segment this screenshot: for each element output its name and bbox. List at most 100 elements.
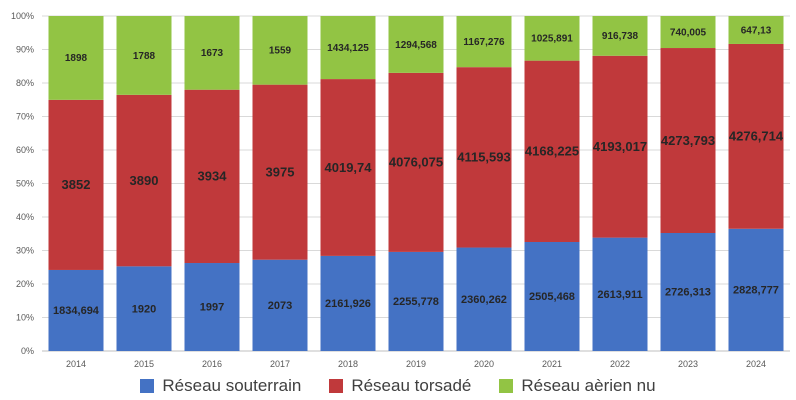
- data-label: 1920: [132, 303, 156, 315]
- legend-item-souterrain: Réseau souterrain: [140, 376, 301, 396]
- data-label: 1559: [269, 46, 292, 57]
- stacked-bar-chart: 1834,694 3852 1898 1920 3890 1788 1997 3934 1673…: [11, 11, 790, 369]
- data-label: 2505,468: [529, 291, 575, 303]
- data-label: 3975: [266, 165, 295, 180]
- data-label: 3890: [130, 173, 159, 188]
- data-label: 4276,714: [729, 129, 784, 144]
- bar-segment-torsade: [252, 84, 308, 260]
- legend-item-aerien: Réseau aèrien nu: [499, 376, 656, 396]
- data-label: 1834,694: [53, 305, 100, 317]
- bar-segment-torsade: [592, 55, 648, 238]
- bar-segment-aerien: [184, 16, 240, 90]
- bar-segment-souterrain: [116, 266, 172, 351]
- bar-segment-aerien: [252, 16, 308, 85]
- x-tick-label: 2021: [542, 359, 562, 369]
- bar-segment-souterrain: [388, 251, 444, 351]
- y-tick-label: 0%: [21, 346, 34, 356]
- x-tick-label: 2017: [270, 359, 290, 369]
- x-tick-label: 2014: [66, 359, 86, 369]
- y-tick-label: 70%: [16, 112, 34, 122]
- data-label: 1434,125: [327, 43, 369, 54]
- data-label: 916,738: [602, 31, 639, 42]
- x-tick-label: 2023: [678, 359, 698, 369]
- data-label: 1673: [201, 48, 224, 59]
- data-label: 2360,262: [461, 294, 507, 306]
- bar-segment-souterrain: [456, 247, 512, 351]
- y-tick-label: 10%: [16, 313, 34, 323]
- y-tick-label: 30%: [16, 246, 34, 256]
- bar-segment-aerien: [728, 16, 784, 44]
- data-label: 1997: [200, 302, 224, 314]
- y-tick-label: 80%: [16, 78, 34, 88]
- legend-item-torsade: Réseau torsadé: [329, 376, 471, 396]
- data-label: 1167,276: [463, 37, 505, 48]
- y-tick-label: 20%: [16, 279, 34, 289]
- bar-segment-souterrain: [48, 269, 104, 351]
- bar-segment-souterrain: [592, 237, 648, 351]
- x-tick-label: 2018: [338, 359, 358, 369]
- data-label: 2613,911: [597, 289, 642, 301]
- data-label: 1025,891: [531, 34, 573, 45]
- data-label: 4115,593: [457, 150, 511, 165]
- x-tick-label: 2016: [202, 359, 222, 369]
- y-tick-label: 100%: [11, 11, 34, 21]
- data-label: 4076,075: [389, 155, 443, 170]
- x-tick-label: 2015: [134, 359, 154, 369]
- bar-segment-aerien: [524, 16, 580, 61]
- legend-label-torsade: Réseau torsadé: [351, 376, 472, 395]
- data-label: 2073: [268, 300, 292, 312]
- y-tick-label: 40%: [16, 212, 34, 222]
- x-tick-label: 2020: [474, 359, 494, 369]
- data-label: 1788: [133, 51, 156, 62]
- bar-segment-torsade: [48, 99, 104, 270]
- data-label: 3934: [198, 169, 228, 184]
- y-tick-label: 90%: [16, 45, 34, 55]
- bar-segment-aerien: [116, 16, 172, 95]
- bar-segment-souterrain: [184, 263, 240, 351]
- bar-segment-torsade: [320, 79, 376, 256]
- data-label: 4273,793: [661, 133, 715, 148]
- data-label: 4193,017: [593, 139, 647, 154]
- bar-segment-aerien: [456, 16, 512, 68]
- bar-segment-aerien: [660, 16, 716, 49]
- bar-segment-torsade: [524, 60, 580, 242]
- data-label: 647,13: [741, 25, 772, 36]
- data-label: 2828,777: [733, 285, 779, 297]
- data-label: 1898: [65, 53, 88, 64]
- bar-segment-aerien: [592, 16, 648, 56]
- bar-segment-torsade: [660, 48, 716, 234]
- bar-segment-aerien: [48, 16, 104, 100]
- bar-segment-torsade: [388, 72, 444, 252]
- bar-segment-torsade: [184, 89, 240, 264]
- x-axis: 2014 2015 2016 2017 2018 2019 2020 2021 2022 2023…: [66, 359, 766, 369]
- legend-label-aerien: Réseau aèrien nu: [521, 376, 656, 395]
- data-label: 4168,225: [525, 144, 579, 159]
- bar-segment-souterrain: [524, 241, 580, 351]
- data-label: 2161,926: [325, 298, 371, 310]
- bar-segment-aerien: [388, 16, 444, 73]
- bar-segment-torsade: [456, 67, 512, 248]
- y-axis: 0% 10% 20% 30% 40% 50% 60% 70% 80% 90% 100%: [11, 11, 34, 356]
- legend: Réseau souterrain Réseau torsadé Réseau …: [0, 376, 796, 396]
- data-label: 3852: [62, 177, 91, 192]
- y-tick-label: 60%: [16, 145, 34, 155]
- x-tick-label: 2022: [610, 359, 630, 369]
- bar-segment-torsade: [116, 94, 172, 267]
- data-labels: 1834,694 3852 1898 1920 3890 1788 1997 3934 1673…: [53, 25, 784, 317]
- data-label: 4019,74: [325, 160, 373, 175]
- legend-swatch-aerien: [499, 379, 514, 393]
- bar-segment-souterrain: [728, 228, 784, 351]
- bar-segment-souterrain: [660, 233, 716, 351]
- bar-segment-souterrain: [252, 259, 308, 351]
- bar-segment-torsade: [728, 43, 784, 229]
- bar-segment-souterrain: [320, 255, 376, 351]
- legend-swatch-torsade: [329, 379, 344, 393]
- data-label: 2726,313: [665, 287, 711, 299]
- data-label: 2255,778: [393, 296, 439, 308]
- y-tick-label: 50%: [16, 179, 34, 189]
- x-tick-label: 2019: [406, 359, 426, 369]
- legend-label-souterrain: Réseau souterrain: [162, 376, 302, 395]
- bar-segment-aerien: [320, 16, 376, 80]
- legend-swatch-souterrain: [140, 379, 155, 393]
- data-label: 1294,568: [395, 40, 437, 51]
